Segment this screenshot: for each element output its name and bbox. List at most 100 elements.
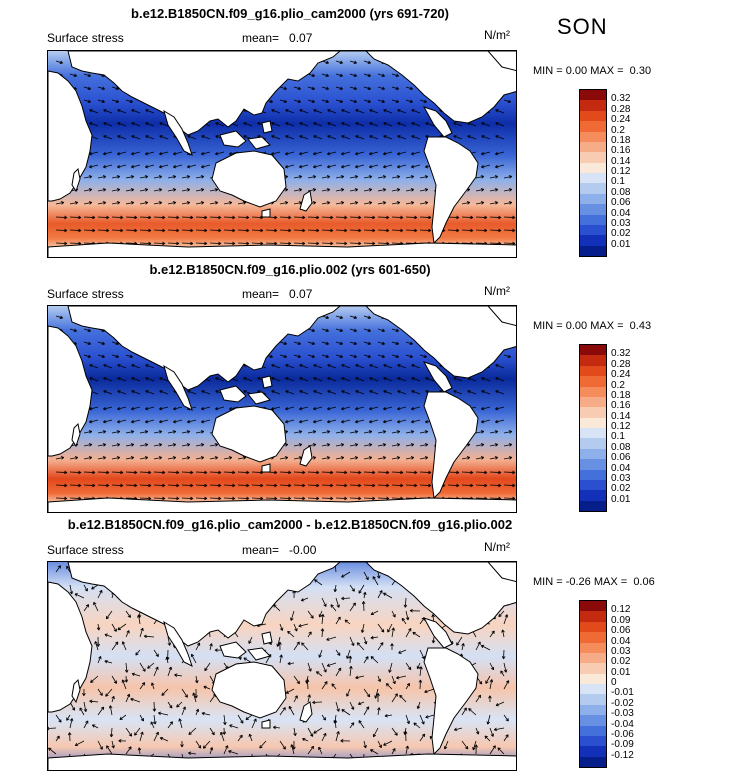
colorbar-tick-label: 0.04 [611, 207, 631, 219]
panel-3-units: N/m² [484, 540, 510, 554]
landmass [261, 631, 273, 645]
panel-3-variable: Surface stress [47, 543, 124, 557]
colorbar-tick-label: 0.01 [611, 493, 631, 505]
colorbar-swatch [580, 756, 606, 767]
colorbar-tick-label: 0 [611, 677, 617, 688]
landmass [365, 306, 516, 379]
panel-1-units: N/m² [484, 28, 510, 42]
colorbar-swatch [580, 100, 606, 111]
colorbar-swatch [580, 490, 606, 501]
colorbar-tick-label: 0.04 [611, 635, 631, 647]
landmass [48, 325, 93, 457]
landmass [71, 422, 81, 448]
landmass [48, 581, 93, 713]
colorbar-swatch [580, 152, 606, 163]
colorbar-tick-label: 0.2 [611, 124, 625, 136]
colorbar-swatch [580, 673, 606, 684]
panel-3-minmax: MIN = -0.26 MAX = 0.06 [533, 576, 655, 588]
colorbar-swatch [580, 601, 606, 612]
landmass [261, 463, 271, 473]
landmass [247, 136, 271, 150]
panel-3-map [47, 561, 517, 771]
landmass [422, 617, 453, 649]
colorbar-swatch [580, 183, 606, 194]
landmass [261, 375, 273, 389]
landmass [163, 109, 193, 156]
panel-1-variable: Surface stress [47, 31, 124, 45]
colorbar-swatch [580, 245, 606, 256]
colorbar-swatch [580, 90, 606, 101]
panel-1-title: b.e12.B1850CN.f09_g16.plio_cam2000 (yrs … [131, 6, 449, 21]
colorbar-tick-label: -0.04 [611, 718, 634, 730]
panel-2-mean: mean= 0.07 [242, 287, 313, 301]
colorbar-swatch [580, 428, 606, 439]
colorbar-swatch [580, 173, 606, 184]
colorbar-tick-label: -0.02 [611, 697, 634, 709]
landmass [67, 562, 516, 647]
landmass [211, 661, 287, 719]
colorbar-tick-label: 0.02 [611, 483, 631, 495]
landmass [261, 208, 271, 218]
continents [48, 51, 516, 257]
colorbar-swatch [580, 110, 606, 122]
landmass [487, 562, 516, 583]
panel-3-title: b.e12.B1850CN.f09_g16.plio_cam2000 - b.e… [67, 517, 513, 532]
colorbar-tick-label: 0.18 [611, 134, 631, 146]
colorbar-tick-label: 0.18 [611, 389, 631, 401]
panel-2-map [47, 305, 517, 513]
colorbar-swatch [580, 417, 606, 428]
landmass [219, 130, 247, 148]
landmass [261, 719, 271, 729]
landmass [48, 70, 93, 202]
colorbar-swatch [580, 355, 606, 366]
colorbar-tick-label: 0.09 [611, 614, 631, 626]
colorbar-swatch [580, 663, 606, 674]
colorbar-swatch [580, 704, 606, 716]
colorbar-swatch [580, 500, 606, 511]
colorbar-tick-label: 0.32 [611, 348, 631, 360]
colorbar-tick-label: 0.28 [611, 358, 631, 370]
landmass [163, 620, 193, 667]
colorbar-tick-label: 0.03 [611, 217, 631, 229]
colorbar-swatch [580, 345, 606, 356]
colorbar-tick-label: 0.1 [611, 176, 625, 188]
colorbar-swatch [580, 694, 606, 705]
panel-2-map-svg [48, 306, 516, 512]
colorbar-swatch [580, 479, 606, 491]
colorbar-swatch [580, 438, 606, 449]
panel-1-map-svg [48, 51, 516, 257]
colorbar-swatch [580, 632, 606, 643]
colorbar-tick-label: -0.03 [611, 708, 634, 720]
landmass [48, 497, 516, 512]
panel-1-map [47, 50, 517, 258]
colorbar-swatch [580, 162, 606, 173]
panel-2-colorbar [579, 344, 607, 512]
panel-2-variable: Surface stress [47, 287, 124, 301]
landmass [211, 405, 287, 463]
landmass [247, 647, 271, 661]
colorbar-tick-label: 0.02 [611, 656, 631, 668]
season-label: SON [557, 14, 608, 39]
landmass [422, 361, 453, 393]
panel-2-units: N/m² [484, 284, 510, 298]
colorbar-tick-label: 0.14 [611, 155, 631, 167]
landmass [365, 562, 516, 635]
landmass [71, 678, 81, 704]
panel-1-colorbar [579, 89, 607, 257]
colorbar-tick-label: 0.08 [611, 186, 631, 198]
landmass [365, 51, 516, 124]
colorbar-tick-label: 0.04 [611, 462, 631, 474]
colorbar-tick-label: 0.06 [611, 625, 631, 637]
landmass [71, 167, 81, 193]
colorbar-tick-label: 0.12 [611, 421, 631, 432]
continents [48, 306, 516, 512]
colorbar-tick-label: 0.12 [611, 604, 631, 616]
colorbar-swatch [580, 365, 606, 377]
colorbar-swatch [580, 642, 606, 653]
landmass [219, 641, 247, 659]
landmass [299, 701, 313, 723]
colorbar-tick-label: -0.12 [611, 749, 634, 761]
colorbar-swatch [580, 684, 606, 695]
landmass [487, 51, 516, 72]
colorbar-swatch [580, 376, 606, 387]
